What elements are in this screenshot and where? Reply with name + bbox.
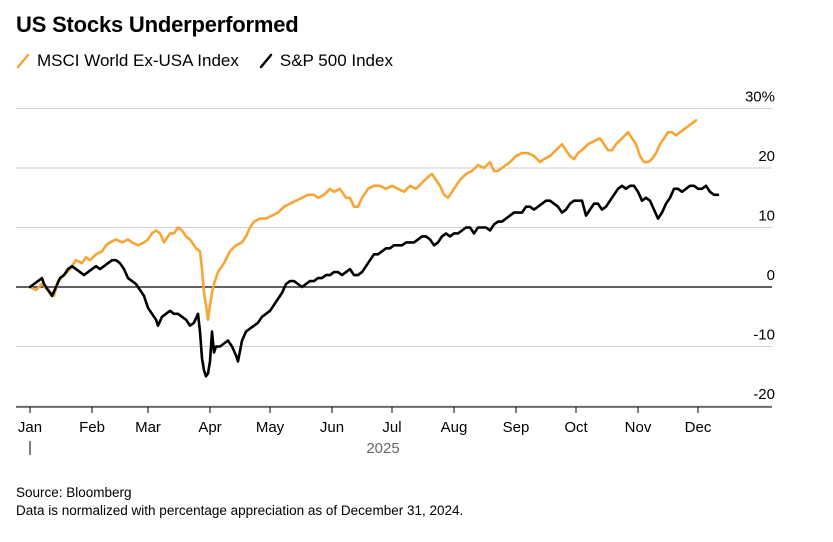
y-tick-label: 0 [767, 267, 775, 284]
series-lines [28, 119, 720, 378]
x-tick-label: May [256, 419, 285, 436]
y-tick-label: 30% [745, 89, 775, 106]
legend-swatch-sp500 [259, 53, 273, 69]
x-tick-label: Jul [382, 419, 401, 436]
y-axis-tick-labels: 30% 20 10 0 -10 -20 [745, 89, 775, 404]
legend-item-sp500: S&P 500 Index [259, 51, 393, 71]
y-tick-label: -20 [753, 386, 775, 403]
data-note: Data is normalized with percentage appre… [16, 503, 464, 518]
legend-item-msci: MSCI World Ex-USA Index [16, 51, 239, 71]
x-tick-label: Nov [625, 419, 652, 436]
series-line-msci-world-ex-usa [28, 119, 698, 321]
y-tick-label: -10 [753, 327, 775, 344]
x-tick-label: Apr [198, 419, 221, 436]
x-tick-label: Jan [18, 419, 42, 436]
x-axis-label: 2025 [366, 440, 399, 457]
y-tick-label: 10 [758, 208, 775, 225]
x-tick-label: Oct [564, 419, 588, 436]
legend-label-sp500: S&P 500 Index [279, 51, 393, 70]
x-tick-label: Feb [79, 419, 105, 436]
y-gridlines [16, 108, 772, 407]
series-line-sp500 [28, 184, 720, 378]
x-tick-label: Dec [685, 419, 712, 436]
x-axis [16, 406, 772, 455]
x-tick-label: Sep [503, 419, 530, 436]
legend-label-msci: MSCI World Ex-USA Index [37, 51, 239, 70]
y-tick-label: 20 [758, 148, 775, 165]
x-axis-tick-labels: Jan Feb Mar Apr May Jun Jul Aug Sep Oct Nov Dec [18, 419, 712, 436]
x-tick-label: Jun [320, 419, 344, 436]
x-tick-label: Mar [135, 419, 161, 436]
chart-title: US Stocks Underperformed [16, 12, 299, 37]
chart-legend: MSCI World Ex-USA Index S&P 500 Index [16, 51, 413, 71]
x-tick-label: Aug [441, 419, 468, 436]
source-note: Source: Bloomberg [16, 485, 132, 500]
legend-swatch-msci [16, 53, 30, 69]
